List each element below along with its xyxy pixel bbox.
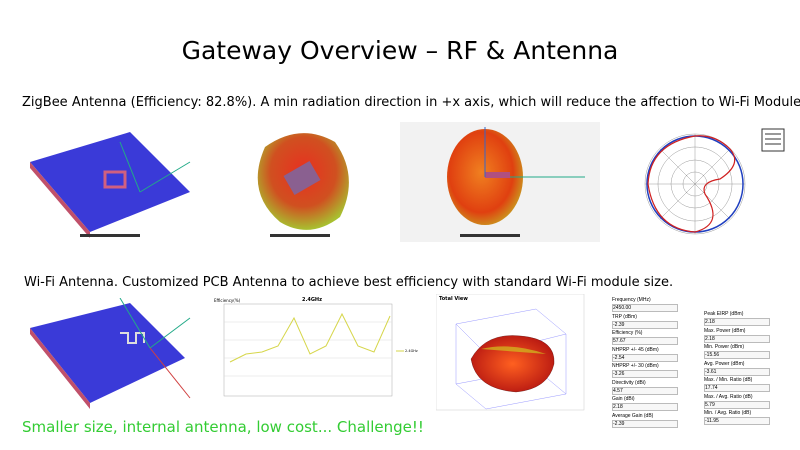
- zigbee-3d-pattern-2: [400, 122, 600, 242]
- table-value: -2.39: [612, 320, 678, 329]
- chart-legend: 2.4GHz: [405, 349, 418, 353]
- wifi-efficiency-chart: 2.4GHz Efficiency(%) 2.4GHz: [214, 297, 418, 397]
- wifi-pcb-image: [30, 298, 191, 409]
- table-label: Directivity (dBi): [612, 379, 646, 386]
- table-label: Peak EIRP (dBm): [704, 311, 744, 317]
- chart-title: 2.4GHz: [302, 297, 322, 303]
- table-value: 2.18: [704, 318, 770, 326]
- table-label: Min. / Avg. Ratio (dB): [704, 410, 752, 416]
- table-value: 17.74: [704, 384, 770, 392]
- table-label: Average Gain (dB): [612, 412, 654, 419]
- zigbee-caption: ZigBee Antenna (Efficiency: 82.8%). A mi…: [22, 95, 800, 110]
- wifi-results-table: Frequency (MHz) 2450.00 TRP (dBm) -2.39 Effi…: [612, 297, 792, 431]
- table-value: 57.67: [612, 337, 678, 345]
- slide-title: Gateway Overview – RF & Antenna: [181, 36, 619, 65]
- footer-note: Smaller size, internal antenna, low cost…: [22, 418, 424, 436]
- chart-y-label: Efficiency(%): [214, 298, 241, 303]
- table-label: Max. / Min. Ratio (dB): [704, 377, 753, 383]
- zigbee-3d-pattern-1: [257, 133, 349, 237]
- table-value: 4.57: [612, 386, 678, 395]
- table-value: -3.26: [612, 370, 678, 378]
- table-value: 2.18: [612, 403, 678, 411]
- table-label: NHPRP +/- 30 (dBm): [612, 363, 659, 369]
- table-value: 5.79: [704, 400, 770, 409]
- table-value: 2.18: [704, 334, 770, 343]
- table-value: 2450.00: [612, 304, 678, 312]
- table-value: -15.56: [704, 351, 770, 359]
- table-label: Efficiency (%): [612, 330, 643, 336]
- wifi-total-view: Total View: [436, 294, 585, 411]
- table-label: Gain (dBi): [612, 396, 635, 402]
- zigbee-polar-plot: [644, 128, 785, 235]
- table-label: Min. Power (dBm): [704, 344, 745, 350]
- wifi-caption: Wi-Fi Antenna. Customized PCB Antenna to…: [24, 275, 674, 290]
- table-label: Frequency (MHz): [612, 297, 651, 303]
- table-value: -2.39: [612, 419, 678, 428]
- table-value: -3.61: [704, 367, 770, 376]
- table-label: TRP (dBm): [612, 313, 637, 320]
- table-value: -11.95: [704, 417, 770, 425]
- table-label: Avg. Power (dBm): [704, 360, 745, 367]
- zigbee-pcb-image: [30, 132, 191, 238]
- table-value: -2.54: [612, 353, 678, 362]
- view-title: Total View: [439, 296, 468, 302]
- table-label: Max. Power (dBm): [704, 327, 746, 334]
- table-label: NHPRP +/- 45 (dBm): [612, 346, 659, 353]
- table-label: Max. / Avg. Ratio (dB): [704, 393, 753, 400]
